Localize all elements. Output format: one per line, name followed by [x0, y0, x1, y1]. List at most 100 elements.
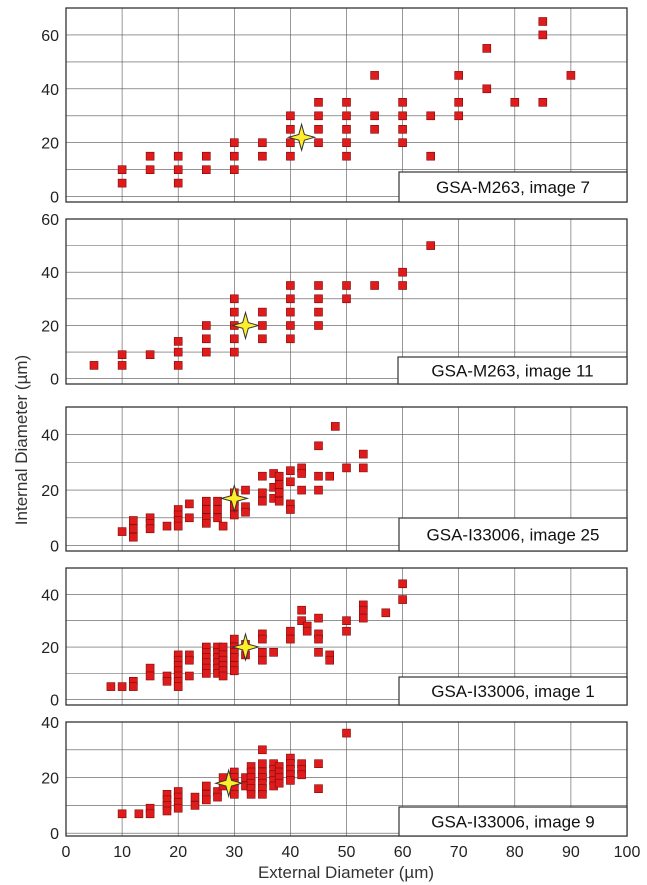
scatter-panel-3: 0 20 40 GSA-I33006, image 25: [41, 406, 628, 555]
data-point: [145, 663, 155, 673]
data-point: [190, 792, 200, 802]
data-point: [286, 125, 295, 134]
data-point: [274, 488, 284, 498]
data-point: [173, 151, 183, 161]
data-point: [358, 449, 368, 459]
panel-label: GSA-M263, image 7: [436, 178, 590, 197]
data-point: [566, 71, 576, 80]
data-point: [173, 361, 183, 370]
data-point: [274, 480, 284, 489]
y-tick-label: 40: [41, 587, 59, 604]
data-point: [314, 647, 323, 657]
data-point: [218, 671, 228, 681]
data-point: [538, 17, 548, 26]
data-point: [325, 471, 335, 481]
data-point: [145, 165, 155, 174]
data-point: [314, 111, 323, 121]
data-point: [258, 634, 267, 644]
data-point: [145, 671, 155, 681]
data-point: [314, 321, 323, 330]
data-point: [190, 801, 200, 810]
data-point: [297, 605, 306, 615]
data-point: [538, 98, 548, 107]
plot-frame: [65, 7, 628, 203]
data-point: [286, 626, 295, 636]
data-point: [258, 334, 267, 344]
x-tick-label: 50: [338, 844, 356, 861]
data-point: [314, 281, 323, 290]
data-point: [173, 178, 183, 188]
data-point: [330, 422, 340, 431]
data-point: [297, 485, 306, 495]
x-axis-tick-labels: 0 10 20 30 40 50 60 70 80 90 100: [62, 844, 641, 861]
star-marker: [230, 310, 261, 341]
data-point: [286, 294, 295, 304]
data-point: [342, 463, 351, 473]
data-point: [258, 647, 267, 657]
data-point: [185, 671, 194, 681]
data-point: [230, 634, 239, 644]
data-point: [286, 151, 295, 161]
data-point: [258, 789, 267, 799]
data-point: [241, 507, 250, 517]
data-points: [106, 579, 407, 691]
data-point: [370, 111, 379, 121]
data-point: [314, 485, 323, 495]
data-point: [173, 521, 183, 531]
data-point: [258, 471, 267, 481]
data-point: [117, 178, 127, 188]
y-tick-label: 0: [50, 538, 59, 555]
data-point: [302, 626, 312, 636]
data-point: [145, 350, 155, 360]
data-point: [398, 267, 407, 277]
data-point: [230, 307, 239, 317]
data-point: [173, 337, 183, 346]
panel-label: GSA-M263, image 11: [431, 362, 593, 381]
data-point: [342, 151, 351, 161]
data-point: [202, 505, 211, 514]
data-point: [314, 634, 323, 644]
x-tick-label: 30: [225, 844, 243, 861]
star-marker: [213, 768, 244, 799]
data-point: [129, 682, 138, 691]
data-point: [358, 613, 368, 623]
data-point: [202, 165, 211, 174]
data-point: [129, 524, 138, 534]
scatter-panel-4: 0 20 40 GSA-I33006, image 1: [41, 567, 628, 710]
plot-frame: [65, 721, 628, 837]
data-point: [258, 759, 267, 769]
x-tick-label: 20: [169, 844, 187, 861]
data-point: [173, 165, 183, 174]
data-point: [381, 608, 391, 618]
plot-frame: [65, 567, 628, 706]
data-points: [89, 241, 436, 370]
data-points: [117, 422, 368, 542]
data-point: [286, 281, 295, 290]
panel-label-box: [398, 676, 628, 706]
data-point: [129, 516, 138, 525]
panel-label: GSA-I33006, image 25: [427, 526, 600, 545]
data-point: [325, 655, 335, 665]
data-point: [230, 653, 239, 662]
y-tick-label: 0: [50, 372, 59, 389]
data-point: [145, 524, 155, 534]
data-point: [342, 111, 351, 121]
data-point: [342, 138, 351, 147]
data-point: [538, 30, 548, 40]
data-point: [286, 307, 295, 317]
data-point: [145, 151, 155, 161]
data-point: [297, 616, 306, 626]
data-point: [258, 496, 267, 506]
y-tick-label: 20: [41, 483, 59, 500]
data-point: [230, 666, 239, 676]
scatter-panel-5: 0 20 40 GSA-I33006, image 9: [41, 715, 628, 843]
data-point: [173, 682, 183, 691]
data-point: [202, 496, 211, 506]
data-point: [173, 347, 183, 357]
y-tick-label: 20: [41, 136, 59, 153]
data-point: [230, 347, 239, 357]
data-points: [117, 728, 351, 819]
data-point: [286, 334, 295, 344]
data-point: [117, 361, 127, 370]
data-point: [370, 281, 379, 290]
